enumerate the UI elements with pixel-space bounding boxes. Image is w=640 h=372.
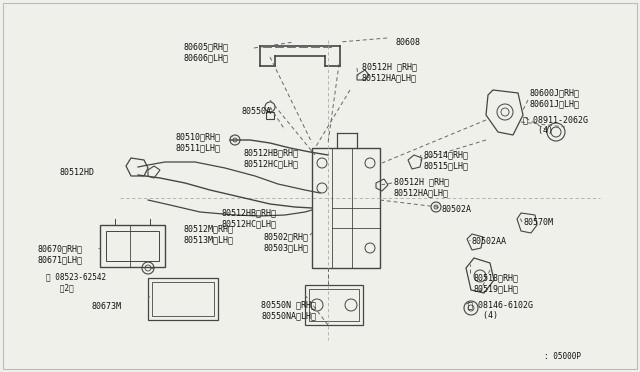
Text: Ⓝ 08911-2062G
   (4): Ⓝ 08911-2062G (4) bbox=[523, 115, 588, 135]
Text: 80502〈RH〉
80503〈LH〉: 80502〈RH〉 80503〈LH〉 bbox=[263, 232, 308, 252]
Text: 80608: 80608 bbox=[395, 38, 420, 47]
Text: 80514〈RH〉
80515〈LH〉: 80514〈RH〉 80515〈LH〉 bbox=[423, 150, 468, 170]
Bar bbox=[305, 285, 363, 325]
Text: 80550N 〈RH〉
80550NA〈LH〉: 80550N 〈RH〉 80550NA〈LH〉 bbox=[261, 300, 316, 320]
Text: 80512HD: 80512HD bbox=[60, 168, 95, 177]
Text: 80518〈RH〉
80519〈LH〉: 80518〈RH〉 80519〈LH〉 bbox=[473, 273, 518, 293]
Text: 80502A: 80502A bbox=[441, 205, 471, 214]
Text: 80512M〈RH〉
80513M〈LH〉: 80512M〈RH〉 80513M〈LH〉 bbox=[183, 224, 233, 244]
Text: 80512H 〈RH〉
80512HA〈LH〉: 80512H 〈RH〉 80512HA〈LH〉 bbox=[394, 177, 449, 197]
Bar bbox=[106, 231, 159, 261]
Text: 80502AA: 80502AA bbox=[472, 237, 507, 246]
Bar bbox=[309, 289, 359, 321]
Bar bbox=[312, 148, 380, 268]
Text: 80512HB〈RH〉
80512HC〈LH〉: 80512HB〈RH〉 80512HC〈LH〉 bbox=[244, 148, 299, 168]
Text: 80673M: 80673M bbox=[91, 302, 121, 311]
Text: 80512H 〈RH〉
80512HA〈LH〉: 80512H 〈RH〉 80512HA〈LH〉 bbox=[362, 62, 417, 82]
Text: 80670〈RH〉
80671〈LH〉: 80670〈RH〉 80671〈LH〉 bbox=[37, 244, 82, 264]
Text: 80550A: 80550A bbox=[242, 107, 272, 116]
Text: 80605〈RH〉
80606〈LH〉: 80605〈RH〉 80606〈LH〉 bbox=[183, 42, 228, 62]
Text: 80510〈RH〉
80511〈LH〉: 80510〈RH〉 80511〈LH〉 bbox=[176, 132, 221, 152]
Bar bbox=[152, 282, 214, 316]
Text: 80600J〈RH〉
80601J〈LH〉: 80600J〈RH〉 80601J〈LH〉 bbox=[530, 88, 580, 108]
Text: Ⓢ 08523-62542
   ㈲2㈳: Ⓢ 08523-62542 ㈲2㈳ bbox=[46, 272, 106, 292]
Bar bbox=[100, 225, 165, 267]
Text: 80570M: 80570M bbox=[524, 218, 554, 227]
Text: 80512HB〈RH〉
80512HC〈LH〉: 80512HB〈RH〉 80512HC〈LH〉 bbox=[222, 208, 277, 228]
Bar bbox=[148, 278, 218, 320]
Text: : 05000P: : 05000P bbox=[544, 352, 581, 361]
Text: Ⓑ 08146-6102G
   (4): Ⓑ 08146-6102G (4) bbox=[468, 300, 533, 320]
